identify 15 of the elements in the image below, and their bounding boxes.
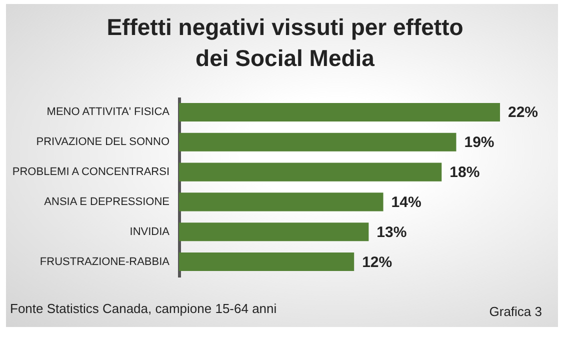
y-tick-label: INVIDIA [130, 226, 170, 238]
data-label: 14% [391, 194, 422, 211]
data-label: 18% [450, 164, 480, 182]
data-label: 13% [376, 224, 407, 241]
data-label: 19% [464, 134, 494, 152]
text: Grafica 3 [489, 304, 542, 319]
data-label: 12% [362, 254, 392, 271]
y-tick-label: PRIVAZIONE DEL SONNO [36, 136, 170, 148]
source-note: Fonte Statistics Canada, campione 15-64 anni [10, 301, 277, 316]
chart-title: Effetti negativi vissuti per effetto dei Social Media [106, 13, 464, 73]
data-label: 22% [508, 104, 538, 122]
y-tick-label: ANSIA E DEPRESSIONE [44, 196, 170, 208]
y-tick-label: PROBLEMI A CONCENTRARSI [12, 166, 170, 178]
y-tick-label: MENO ATTIVITA' FISICA [46, 106, 170, 118]
y-tick-label: FRUSTRAZIONE-RABBIA [40, 256, 170, 268]
